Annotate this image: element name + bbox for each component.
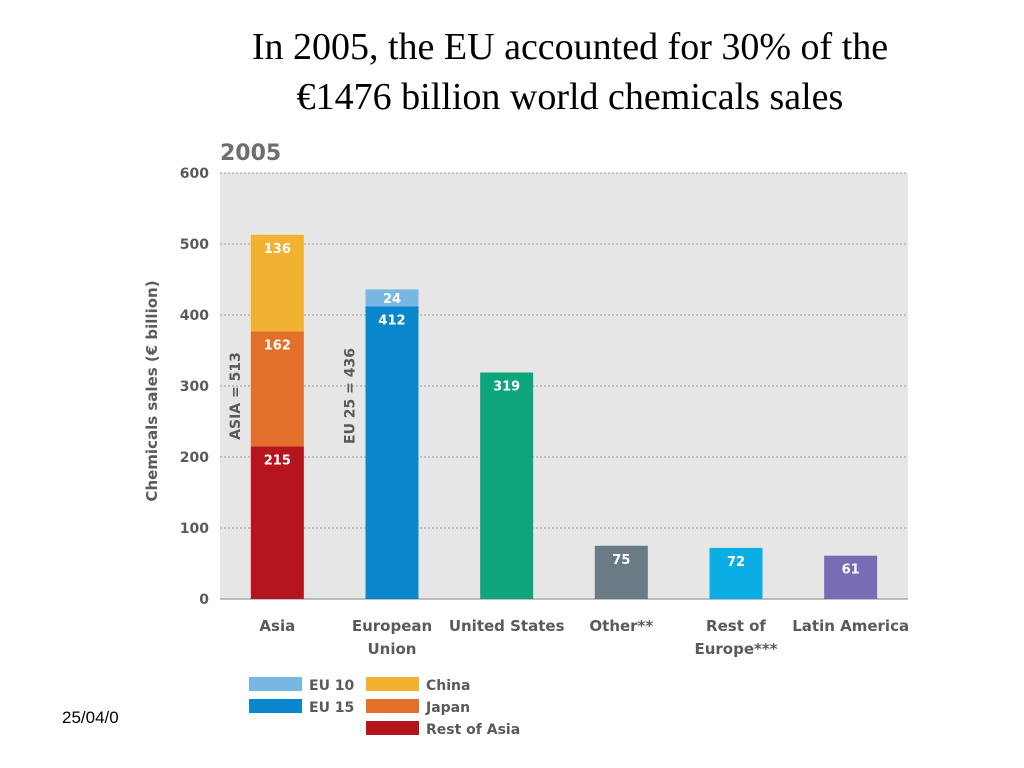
x-category-label: Europe*** [694,640,777,658]
bar-data-label: 412 [378,313,405,328]
bar-segment [594,545,648,599]
slide-title: In 2005, the EU accounted for 30% of the… [150,22,990,122]
y-tick-label: 400 [180,308,209,324]
bar-data-label: 319 [493,380,520,395]
bar-data-label: 215 [264,453,291,468]
bar-segment [250,331,304,447]
x-category-label: Other** [589,617,653,635]
legend-swatch [366,721,419,735]
bar-segment [480,372,534,599]
y-tick-label: 200 [180,450,209,466]
y-tick-label: 300 [180,379,209,395]
y-tick-label: 0 [199,592,209,608]
bar-segment [250,446,304,599]
bar-segment [365,306,419,599]
legend-label: EU 10 [309,678,355,694]
y-tick-label: 500 [180,237,209,253]
footer-date: 25/04/0 [62,708,119,727]
x-category-label: Union [368,640,417,658]
legend-label: Rest of Asia [426,722,520,738]
bar-segment [824,555,878,599]
x-category-label: Rest of [706,617,766,635]
year-label: 2005 [220,141,281,166]
bar-segment [709,547,763,599]
legend-swatch [249,699,302,713]
bar-data-label: 162 [264,338,291,353]
x-category-label: United States [449,617,565,635]
y-tick-label: 100 [180,521,209,537]
legend-swatch [366,699,419,713]
y-tick-label: 600 [180,166,209,182]
legend-label: China [426,678,470,694]
x-category-label: Asia [259,617,295,635]
legend-label: Japan [425,700,470,716]
bar-segment [365,289,419,307]
slide-title-line-2: €1476 billion world chemicals sales [296,76,844,118]
group-total-annotation: ASIA = 513 [228,352,244,440]
legend-swatch [249,677,302,691]
x-category-label: Latin America [792,617,909,635]
bar-data-label: 72 [727,555,745,570]
bar-data-label: 24 [383,292,401,307]
bar-data-label: 136 [264,242,291,257]
bar-segment [250,234,304,332]
slide-title-line-1: In 2005, the EU accounted for 30% of the [251,26,889,68]
x-category-label: European [352,617,432,635]
y-axis-title: Chemicals sales (€ billion) [143,280,161,501]
legend-label: EU 15 [309,700,354,716]
bar-data-label: 75 [612,553,630,568]
bar-data-label: 61 [842,563,860,578]
legend-swatch [366,677,419,691]
group-total-annotation: EU 25 = 436 [343,348,359,444]
